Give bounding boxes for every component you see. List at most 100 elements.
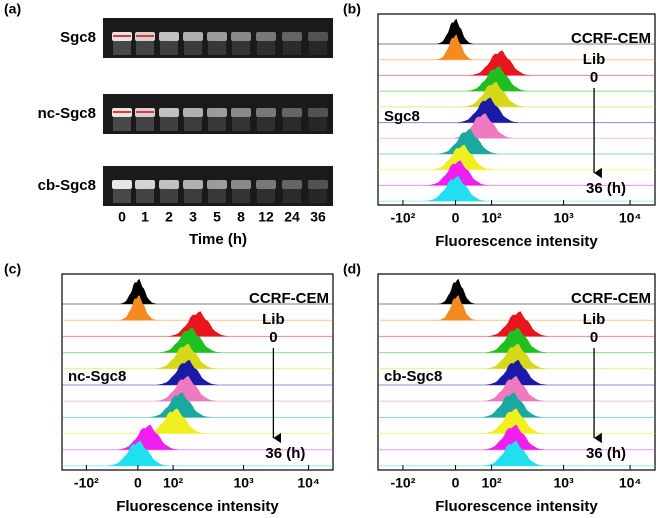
gel-smear: [184, 41, 202, 55]
gel-band: [256, 108, 276, 117]
histogram: [484, 424, 544, 450]
gel-band: [207, 32, 227, 41]
x-tick-label: 10³: [553, 475, 574, 491]
start-label: 0: [590, 69, 598, 86]
sample-label: cb-Sgc8: [384, 368, 442, 385]
gel-band: [207, 180, 227, 189]
gel-label: nc-Sgc8: [38, 105, 96, 122]
histogram: [118, 424, 178, 450]
gel-smear: [208, 189, 226, 203]
x-tick-label: -10²: [390, 475, 415, 491]
plot-frame: [377, 273, 656, 471]
panel-label: (c): [4, 261, 21, 277]
histogram: [482, 392, 542, 418]
plot-frame: [61, 273, 334, 471]
gel-smear: [257, 41, 275, 55]
gel-band: [135, 180, 155, 189]
start-label: 0: [269, 329, 277, 346]
x-tick-label: 10³: [553, 210, 574, 226]
histogram: [432, 144, 492, 170]
lane-label: 1: [141, 209, 149, 225]
histogram: [160, 327, 220, 353]
gel-label: Sgc8: [60, 29, 96, 46]
lane-label: 24: [284, 209, 300, 225]
gel-band: [159, 180, 179, 189]
lib-label: Lib: [583, 51, 606, 68]
lane-label: 0: [118, 209, 126, 225]
gel-band: [159, 108, 179, 117]
gel-smear: [184, 117, 202, 131]
lane-label: 5: [213, 209, 221, 225]
gel-band: [308, 108, 328, 117]
gel-smear: [257, 189, 275, 203]
panel-label: (b): [343, 1, 361, 17]
panel-label: (d): [343, 261, 361, 277]
x-tick-label: -10²: [390, 210, 415, 226]
gel-band: [231, 108, 251, 117]
gel-band: [308, 180, 328, 189]
gel-band: [112, 180, 132, 189]
gel-smear: [136, 41, 154, 55]
gel-smear: [160, 189, 178, 203]
gel-band: [231, 180, 251, 189]
histogram: [486, 327, 546, 353]
gel-band: [159, 32, 179, 41]
cell-label: CCRF-CEM: [571, 30, 651, 47]
histogram: [426, 176, 486, 202]
gel-smear: [309, 117, 327, 131]
red-spot: [113, 111, 131, 113]
histogram: [486, 359, 546, 385]
lane-label: 2: [165, 209, 173, 225]
histogram: [168, 311, 228, 337]
red-spot: [113, 35, 131, 37]
gel-band: [282, 108, 302, 117]
gel-smear: [208, 117, 226, 131]
gel-label: cb-Sgc8: [38, 177, 96, 194]
gel-band: [282, 180, 302, 189]
x-tick-label: 10⁴: [619, 210, 642, 226]
histogram: [439, 295, 475, 321]
x-tick-label: 10⁴: [619, 475, 642, 491]
end-label: 36 (h): [586, 180, 626, 197]
histogram: [156, 343, 216, 369]
histogram: [484, 376, 544, 402]
cell-label: CCRF-CEM: [571, 290, 651, 307]
gel-smear: [113, 189, 131, 203]
histogram: [439, 278, 475, 304]
histogram: [484, 440, 544, 466]
panel-label: (a): [4, 1, 21, 17]
histogram: [438, 128, 498, 154]
gel-smear: [283, 41, 301, 55]
histogram: [145, 408, 205, 434]
histogram: [484, 408, 544, 434]
histogram: [157, 359, 217, 385]
histogram: [486, 343, 546, 369]
x-tick-label: 0: [452, 475, 460, 491]
gel-smear: [208, 41, 226, 55]
gel-smear: [113, 41, 131, 55]
x-title: Fluorescence intensity: [435, 233, 598, 250]
lane-label: 8: [237, 209, 245, 225]
histogram: [428, 160, 488, 186]
gel-smear: [257, 117, 275, 131]
lane-label: 12: [258, 209, 274, 225]
histogram: [458, 97, 518, 123]
x-tick-label: 10²: [481, 210, 502, 226]
cell-label: CCRF-CEM: [249, 290, 329, 307]
gel-smear: [309, 189, 327, 203]
sample-label: nc-Sgc8: [68, 368, 126, 385]
x-tick-label: 10⁴: [297, 475, 320, 491]
gel-band: [183, 32, 203, 41]
gel-smear: [136, 117, 154, 131]
gel-smear: [136, 189, 154, 203]
x-tick-label: 0: [452, 210, 460, 226]
histogram: [467, 66, 527, 92]
histogram: [108, 440, 168, 466]
gel-band: [308, 32, 328, 41]
sample-label: Sgc8: [384, 108, 420, 125]
gel-band: [231, 32, 251, 41]
gel-smear: [160, 41, 178, 55]
end-label: 36 (h): [586, 445, 626, 462]
gel-band: [183, 108, 203, 117]
gel-band: [256, 32, 276, 41]
